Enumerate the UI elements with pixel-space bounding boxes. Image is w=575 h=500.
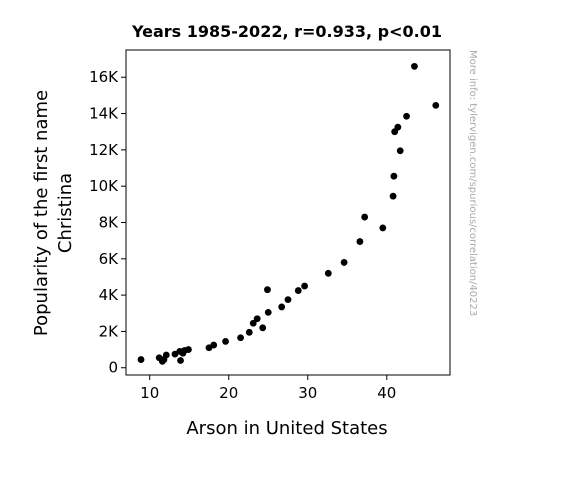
y-tick-label: 0 [108,359,118,377]
y-tick-label: 4K [99,286,120,304]
x-tick-label: 30 [298,384,317,402]
y-tick-label: 8K [99,213,120,231]
data-point [294,287,302,294]
data-point [237,334,244,342]
y-tick-label: 10K [89,177,119,195]
data-point [137,356,145,363]
x-tick-label: 10 [140,384,159,402]
data-point [179,349,187,357]
data-point [264,308,272,316]
data-point [340,259,348,266]
data-point [379,224,387,232]
data-point [403,112,410,120]
data-point [259,324,267,332]
data-point [389,192,397,200]
y-tick-label: 6K [99,250,120,268]
data-point [249,319,257,327]
y-tick-label: 2K [99,322,120,340]
data-point [264,286,271,294]
y-tick-label: 14K [89,105,119,123]
y-axis-label-line-1: Popularity of the first name [31,90,52,336]
data-point [361,213,369,221]
y-axis-ticks: 0 2K 4K 6K 8K 10K 12K 14K 16K [89,68,126,377]
data-point [390,172,398,180]
y-axis-label: Popularity of the first name Christina [31,90,76,336]
data-point [324,269,332,277]
y-axis-label-line-2: Christina [55,173,76,253]
data-point [391,128,399,136]
data-point [245,328,253,336]
x-axis-label: Arson in United States [186,418,387,439]
data-point [177,357,184,364]
data-points [137,62,440,365]
data-point [301,282,308,290]
x-axis-ticks: 10 20 30 40 [140,375,396,402]
data-point [284,296,292,304]
watermark-text: More info: tylervigen.com/spurious/corre… [467,50,478,316]
plot-area: 10 20 30 40 0 2K 4K 6K 8K 10K 12K 14K 16K [89,49,451,402]
plot-frame [125,49,451,376]
data-point [356,238,364,245]
data-point [396,147,404,155]
data-point [171,350,179,358]
data-point [205,344,213,352]
data-point [253,315,261,323]
data-point [411,62,418,70]
data-point [278,303,286,311]
x-tick-label: 20 [219,384,238,402]
chart-title: Years 1985-2022, r=0.933, p<0.01 [131,22,442,41]
data-point [222,338,229,345]
data-point [432,101,440,109]
y-tick-label: 12K [89,141,119,159]
x-tick-label: 40 [377,384,396,402]
y-tick-label: 16K [89,68,119,86]
data-point [158,357,166,365]
